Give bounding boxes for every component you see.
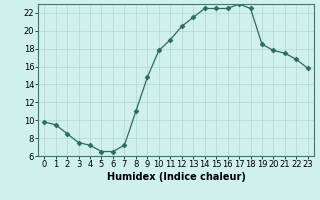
X-axis label: Humidex (Indice chaleur): Humidex (Indice chaleur) xyxy=(107,172,245,182)
